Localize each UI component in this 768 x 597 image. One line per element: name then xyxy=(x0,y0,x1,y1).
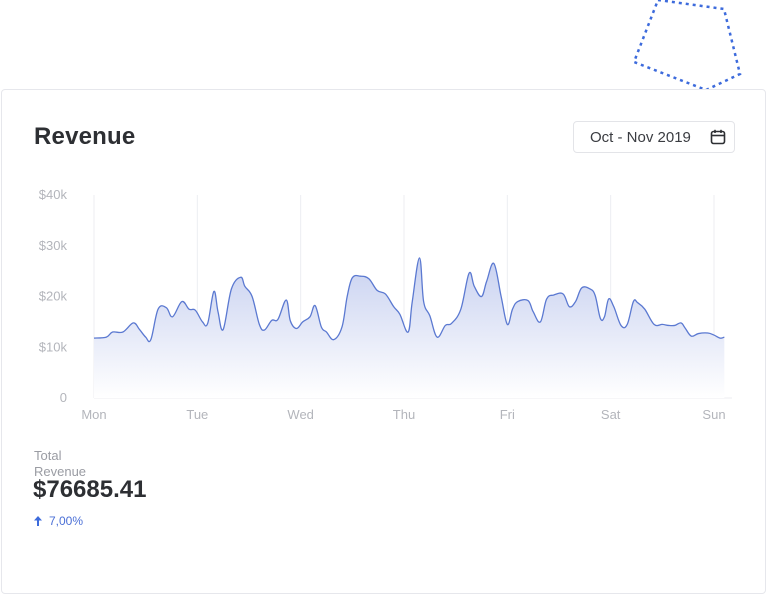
revenue-area-chart: 0 $10k $20k $30k $40k Mon Tue Wed Thu Fri Sat Sun xyxy=(39,187,732,422)
y-tick-label: $20k xyxy=(39,289,68,304)
decorative-dashed-pentagon xyxy=(632,0,742,92)
x-tick-label: Sat xyxy=(601,407,621,422)
x-tick-label: Thu xyxy=(393,407,415,422)
y-axis-labels: 0 $10k $20k $30k $40k xyxy=(39,187,68,405)
y-tick-label: $40k xyxy=(39,187,68,202)
revenue-change-value: 7,00% xyxy=(49,514,84,528)
date-range-label: Oct - Nov 2019 xyxy=(590,129,691,146)
y-tick-label: $10k xyxy=(39,339,68,354)
y-tick-label: $30k xyxy=(39,238,68,253)
x-tick-label: Mon xyxy=(81,407,106,422)
arrow-up-icon xyxy=(34,516,42,526)
revenue-area-fill xyxy=(94,257,725,398)
x-tick-label: Tue xyxy=(186,407,208,422)
revenue-change: 7,00% xyxy=(34,514,83,528)
date-range-picker[interactable]: Oct - Nov 2019 xyxy=(573,121,735,153)
total-revenue-label: Total Revenue xyxy=(34,448,87,479)
y-tick-label: 0 xyxy=(60,390,67,405)
x-tick-label: Wed xyxy=(287,407,314,422)
x-axis-labels: Mon Tue Wed Thu Fri Sat Sun xyxy=(81,407,725,422)
x-tick-label: Fri xyxy=(500,407,515,422)
revenue-card: 0 $10k $20k $30k $40k Mon Tue Wed Thu Fri Sat Sun … xyxy=(1,89,766,594)
x-tick-label: Sun xyxy=(702,407,725,422)
calendar-icon xyxy=(710,129,726,145)
card-title: Revenue xyxy=(34,123,136,150)
revenue-line xyxy=(93,257,725,343)
total-revenue-value: $76685.41 xyxy=(33,476,147,503)
